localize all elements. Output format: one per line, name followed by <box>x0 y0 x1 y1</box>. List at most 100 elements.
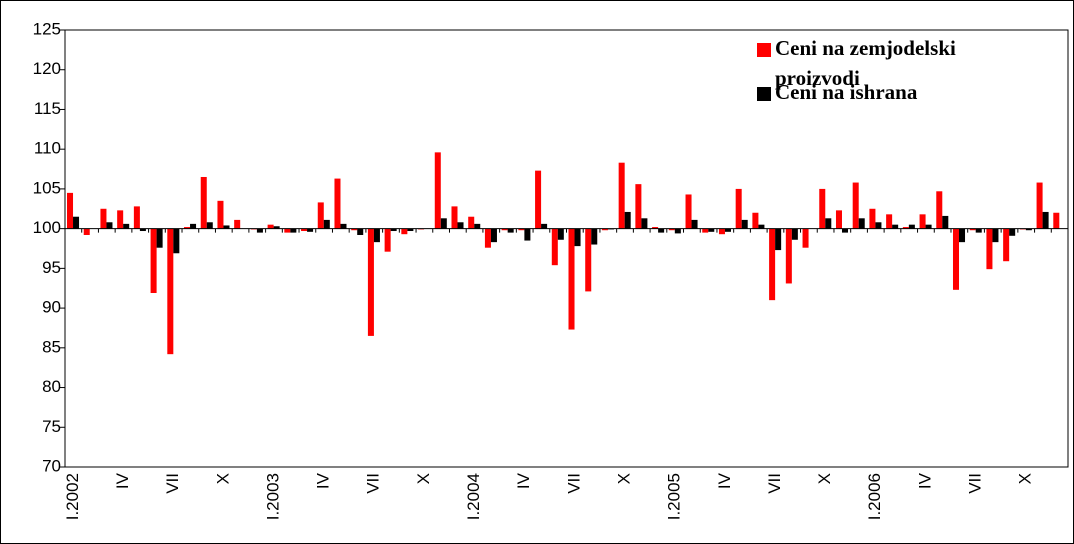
y-tick-label: 80 <box>42 377 61 396</box>
bar <box>357 228 364 235</box>
x-tick-label: VII <box>163 473 182 494</box>
bar <box>407 228 414 232</box>
bar <box>1025 228 1032 231</box>
bar <box>173 228 180 254</box>
bar <box>959 228 966 243</box>
bar <box>167 228 174 355</box>
bar <box>184 227 191 229</box>
y-tick-label: 95 <box>42 258 61 277</box>
bar <box>100 208 107 229</box>
bar <box>518 228 525 231</box>
bar <box>825 218 832 229</box>
bar <box>373 228 380 243</box>
bar <box>206 222 213 229</box>
x-tick-label: VII <box>966 473 985 494</box>
bar <box>501 228 508 231</box>
bar <box>367 228 374 336</box>
x-tick-label: I.2003 <box>263 473 282 520</box>
bar <box>200 176 207 229</box>
bar <box>785 228 792 284</box>
legend-swatch <box>757 43 771 57</box>
bar <box>925 224 932 229</box>
bar <box>791 228 798 240</box>
bar <box>724 228 731 232</box>
bar <box>835 210 842 229</box>
bar <box>852 182 859 229</box>
bar <box>317 202 324 229</box>
x-tick-label: X <box>815 473 834 484</box>
y-tick-label: 90 <box>42 298 61 317</box>
bar <box>718 228 725 235</box>
bar <box>474 223 481 229</box>
bar <box>902 227 909 229</box>
y-tick-label: 115 <box>34 99 61 118</box>
bar <box>1036 182 1043 229</box>
x-tick-label: X <box>414 473 433 484</box>
bar <box>769 228 776 301</box>
x-tick-label: I.2006 <box>865 473 884 520</box>
bar <box>434 152 441 229</box>
bar <box>574 228 581 247</box>
bar <box>256 228 263 233</box>
bar <box>735 188 742 229</box>
bar <box>741 219 748 229</box>
bar <box>886 214 893 229</box>
bar <box>223 225 230 229</box>
y-tick-label: 70 <box>42 456 61 475</box>
bar <box>507 228 514 233</box>
bar <box>468 216 475 229</box>
y-tick-label: 110 <box>34 139 61 158</box>
bar <box>267 224 274 229</box>
legend-label: Ceni na zemjodelski proizvodi <box>775 36 956 90</box>
y-tick-label: 75 <box>42 417 61 436</box>
bar <box>775 228 782 251</box>
bar <box>674 228 681 234</box>
bar <box>551 228 558 266</box>
bar <box>708 228 715 232</box>
y-tick-label: 100 <box>33 218 61 237</box>
x-tick-label: X <box>614 473 633 484</box>
bar <box>802 228 809 248</box>
x-tick-label: VII <box>765 473 784 494</box>
bar <box>156 228 163 248</box>
x-tick-label: X <box>213 473 232 484</box>
bar <box>307 228 314 232</box>
x-tick-label: IV <box>715 472 734 489</box>
bar <box>301 228 308 232</box>
bar <box>668 228 675 231</box>
bar <box>340 223 347 229</box>
x-tick-label: IV <box>514 472 533 489</box>
bar <box>685 194 692 229</box>
bar <box>106 222 113 229</box>
bar <box>273 226 280 229</box>
bar <box>892 224 899 229</box>
bar <box>1009 228 1016 236</box>
bar <box>942 215 949 229</box>
legend-label: Ceni na ishrana <box>775 80 918 104</box>
y-tick-label: 85 <box>42 337 61 356</box>
bar <box>992 228 999 243</box>
bar <box>117 210 124 229</box>
bar <box>624 211 631 229</box>
y-tick-label: 120 <box>33 59 61 78</box>
bar <box>541 223 548 229</box>
x-tick-label: I.2004 <box>464 473 483 520</box>
bar <box>952 228 960 290</box>
bar <box>67 192 74 229</box>
bar <box>133 206 140 229</box>
legend-swatch <box>757 87 771 101</box>
bar <box>390 228 397 232</box>
bar <box>524 228 531 241</box>
bar <box>585 228 592 292</box>
x-tick-label: IV <box>113 472 132 489</box>
bar <box>535 170 542 229</box>
bar <box>1042 211 1049 229</box>
bar <box>658 228 665 233</box>
bar <box>234 219 241 229</box>
x-tick-label: I.2002 <box>63 473 82 520</box>
bar <box>691 219 698 229</box>
bar <box>217 200 224 229</box>
bar <box>150 228 157 293</box>
